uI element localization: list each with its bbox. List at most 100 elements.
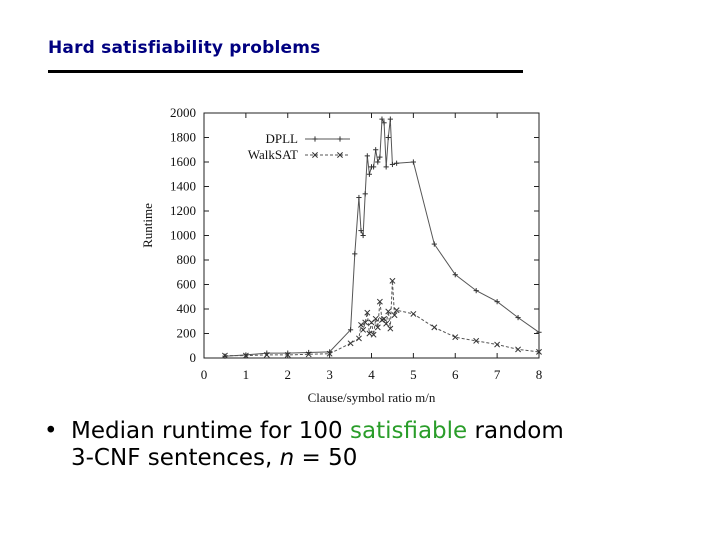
dpll-data-point bbox=[375, 159, 381, 165]
walksat-marker-d2 bbox=[370, 331, 377, 338]
dpll-data-point bbox=[473, 288, 479, 294]
dpll-data-point bbox=[370, 164, 377, 170]
walksat-series-line bbox=[224, 280, 540, 357]
walksat-data-point bbox=[381, 315, 388, 322]
walksat-marker-d2 bbox=[376, 298, 383, 305]
dpll-data-point bbox=[494, 299, 500, 305]
x-tick-label: 5 bbox=[410, 367, 417, 382]
dpll-data-point bbox=[356, 194, 362, 201]
walksat-data-point bbox=[366, 330, 373, 337]
y-tick-label: 1800 bbox=[170, 130, 196, 145]
dpll-data-point bbox=[366, 171, 373, 177]
bullet-highlight: satisfiable bbox=[350, 418, 468, 444]
x-tick-label: 8 bbox=[536, 367, 543, 382]
walksat-data-point bbox=[364, 309, 371, 316]
y-tick-label: 1600 bbox=[170, 154, 196, 169]
walksat-data-point bbox=[389, 277, 396, 284]
dpll-data-point bbox=[394, 160, 400, 166]
dpll-data-point bbox=[431, 241, 437, 247]
dpll-data-point bbox=[373, 147, 379, 153]
walksat-marker-d2 bbox=[431, 324, 438, 331]
walksat-marker-d2 bbox=[393, 307, 400, 314]
walksat-marker-d2 bbox=[387, 325, 394, 332]
dpll-data-point bbox=[383, 164, 389, 170]
dpll-data-point bbox=[410, 159, 416, 165]
x-tick-label: 0 bbox=[201, 367, 208, 382]
walksat-data-point bbox=[494, 341, 501, 348]
dpll-data-point bbox=[389, 161, 396, 168]
walksat-data-point bbox=[383, 320, 390, 327]
bullet-line-1: • Median runtime for 100 satisfiable rand… bbox=[44, 418, 704, 445]
dpll-data-point bbox=[362, 191, 368, 197]
dpll-data-point bbox=[379, 116, 385, 122]
walksat-marker-d2 bbox=[360, 326, 367, 333]
walksat-marker-d2 bbox=[221, 352, 228, 359]
title-underline bbox=[48, 70, 523, 73]
walksat-marker-d2 bbox=[391, 312, 398, 319]
x-axis-label: Clause/symbol ratio m/n bbox=[308, 390, 436, 405]
walksat-marker-d2 bbox=[372, 315, 379, 322]
x-tick-label: 3 bbox=[326, 367, 333, 382]
y-tick-label: 2000 bbox=[170, 105, 196, 120]
walksat-data-point bbox=[305, 351, 312, 358]
walksat-data-point bbox=[370, 331, 377, 338]
bullet-point: • Median runtime for 100 satisfiable rand… bbox=[44, 418, 704, 472]
y-tick-label: 800 bbox=[177, 252, 197, 267]
walksat-data-point bbox=[391, 312, 398, 319]
walksat-marker-d2 bbox=[536, 348, 542, 355]
dpll-data-point bbox=[364, 153, 370, 159]
walksat-data-point bbox=[387, 325, 394, 332]
walksat-data-point bbox=[393, 307, 400, 314]
x-tick-label: 1 bbox=[243, 367, 250, 382]
walksat-data-point bbox=[360, 326, 367, 333]
walksat-marker-d2 bbox=[515, 346, 522, 353]
x-tick-label: 6 bbox=[452, 367, 459, 382]
bullet-line2-part2: = 50 bbox=[294, 445, 358, 471]
dpll-data-point bbox=[536, 329, 542, 335]
walksat-marker-d2 bbox=[383, 320, 390, 327]
dpll-data-point bbox=[377, 154, 383, 160]
y-tick-label: 0 bbox=[190, 350, 197, 365]
walksat-marker-d2 bbox=[355, 335, 362, 342]
walksat-marker-d2 bbox=[347, 340, 354, 347]
slide-title: Hard satisfiability problems bbox=[48, 38, 321, 58]
walksat-data-point bbox=[372, 315, 379, 322]
walksat-legend-marker-d2 bbox=[312, 152, 318, 158]
walksat-marker-d2 bbox=[374, 324, 381, 331]
walksat-marker-d2 bbox=[410, 310, 417, 317]
walksat-data-point bbox=[473, 337, 480, 344]
walksat-marker-d2 bbox=[452, 334, 459, 341]
walksat-marker-d2 bbox=[494, 341, 501, 348]
walksat-marker-d2 bbox=[305, 351, 312, 358]
walksat-marker-d2 bbox=[366, 330, 373, 337]
dpll-data-point bbox=[352, 251, 358, 257]
walksat-data-point bbox=[362, 319, 369, 326]
walksat-data-point bbox=[374, 324, 381, 331]
walksat-data-point bbox=[326, 350, 333, 357]
walksat-data-point bbox=[242, 352, 249, 359]
dpll-data-point bbox=[515, 314, 521, 321]
walksat-marker-d2 bbox=[385, 308, 392, 315]
runtime-line-chart: 0 200 400 600 800 1000 1200 1400 1600 1800 2000 0 1 2… bbox=[140, 105, 543, 405]
walksat-marker-d2 bbox=[242, 352, 249, 359]
y-tick-label: 1400 bbox=[170, 179, 196, 194]
dpll-data-point bbox=[387, 116, 393, 122]
bullet-marker: • bbox=[44, 418, 58, 444]
walksat-marker-d2 bbox=[326, 350, 333, 357]
y-tick-label: 200 bbox=[177, 326, 197, 341]
walksat-marker-d2 bbox=[473, 337, 480, 344]
bullet-line-2: 3-CNF sentences, n = 50 bbox=[44, 445, 704, 472]
walksat-marker-d2 bbox=[362, 319, 369, 326]
walksat-data-point bbox=[263, 351, 270, 358]
walksat-marker-d2 bbox=[358, 321, 364, 328]
walksat-marker-d2 bbox=[381, 315, 388, 322]
y-tick-label: 600 bbox=[177, 277, 197, 292]
walksat-data-point bbox=[410, 310, 417, 317]
bullet-text-part1: Median runtime for 100 bbox=[71, 418, 350, 444]
walksat-data-point bbox=[221, 352, 228, 359]
bullet-line2-part1: 3-CNF sentences, bbox=[71, 445, 280, 471]
walksat-data-point bbox=[355, 335, 362, 342]
walksat-data-point bbox=[284, 351, 291, 358]
walksat-marker-d2 bbox=[263, 351, 270, 358]
